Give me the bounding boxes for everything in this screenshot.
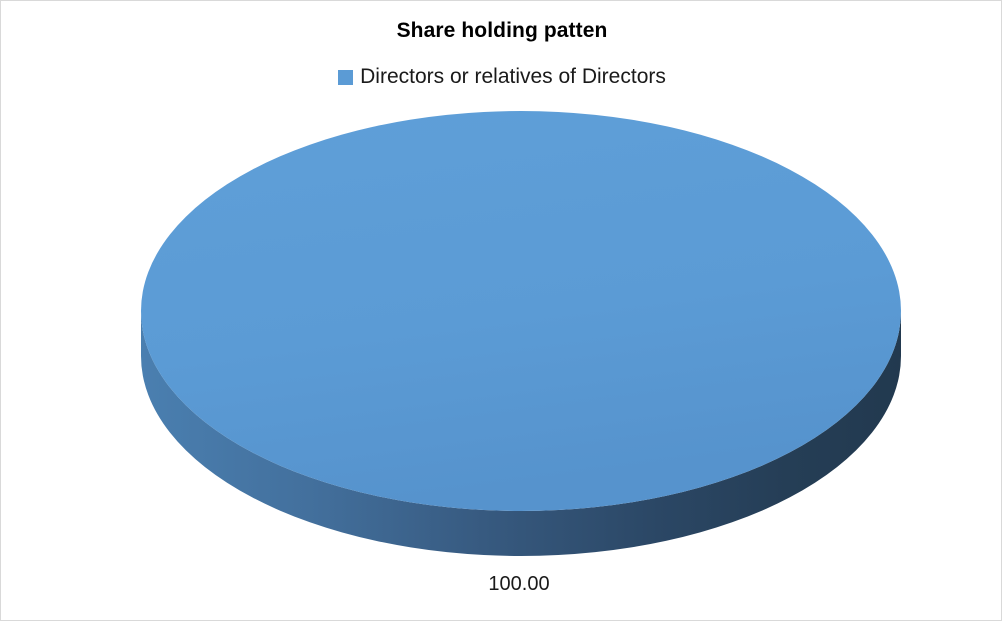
legend-item-label: Directors or relatives of Directors xyxy=(360,65,666,88)
pie-slice-side-directors xyxy=(141,311,901,556)
pie-slice-top-directors[interactable] xyxy=(141,111,901,511)
chart-legend: Directors or relatives of Directors xyxy=(1,65,1001,89)
data-label-directors: 100.00 xyxy=(488,573,550,595)
chart-title: Share holding patten xyxy=(396,19,608,42)
legend-item-directors[interactable]: Directors or relatives of Directors xyxy=(338,65,666,89)
square-marker-icon xyxy=(338,69,354,85)
